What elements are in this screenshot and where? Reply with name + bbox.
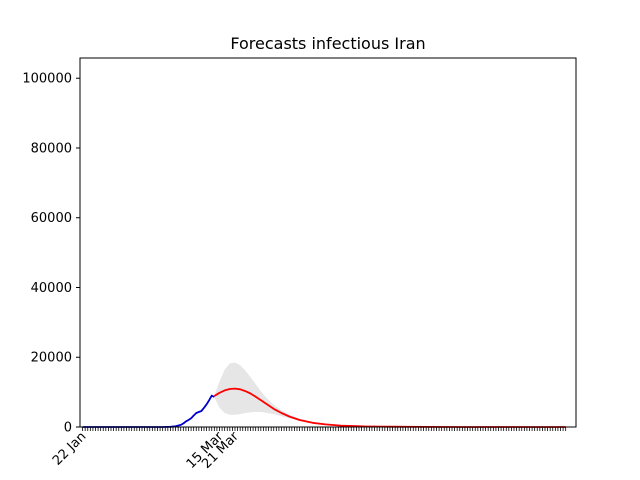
y-tick-label: 40000 (31, 281, 72, 296)
y-tick-label: 0 (64, 421, 72, 436)
confidence-band-layer (214, 362, 566, 427)
y-tick-label: 100000 (22, 72, 72, 87)
series-layer (82, 387, 566, 428)
forecast-confidence-band (214, 362, 566, 427)
observed-series-line (82, 394, 215, 428)
plot-frame (79, 57, 577, 428)
y-axis: 0 20000 40000 60000 80000 100000 (22, 72, 80, 436)
y-tick-label: 20000 (31, 351, 72, 366)
chart-title: Forecasts infectious Iran (230, 34, 425, 53)
y-tick-label: 60000 (31, 211, 72, 226)
y-tick-label: 80000 (31, 141, 72, 156)
